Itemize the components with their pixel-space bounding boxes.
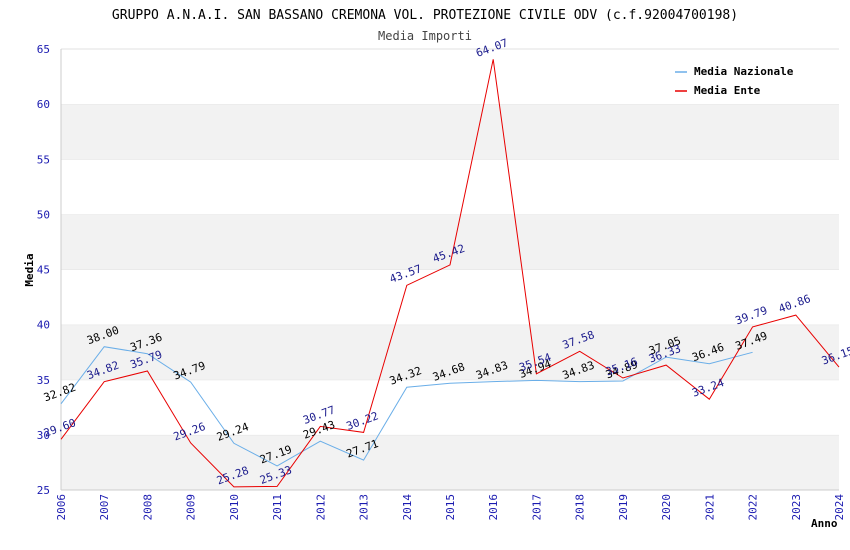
x-tick-label: 2023: [790, 494, 803, 521]
grid-band: [61, 214, 839, 270]
x-tick-label: 2010: [228, 494, 241, 521]
x-tick-label: 2020: [660, 494, 673, 521]
y-tick-label: 45: [37, 264, 50, 277]
x-axis-label: Anno: [811, 517, 838, 530]
x-tick-label: 2017: [530, 494, 543, 521]
chart-subtitle: Media Importi: [378, 29, 472, 43]
x-tick-label: 2012: [314, 494, 327, 521]
x-tick-label: 2013: [358, 494, 371, 521]
x-tick-label: 2015: [444, 494, 457, 521]
grid-band: [61, 104, 839, 160]
x-tick-label: 2024: [833, 494, 846, 521]
x-tick-label: 2009: [185, 494, 198, 521]
y-tick-label: 30: [37, 429, 50, 442]
grid-band: [61, 379, 839, 435]
legend-box: [670, 59, 810, 101]
y-tick-label: 50: [37, 208, 50, 221]
y-axis-label: Media: [23, 253, 36, 286]
x-tick-label: 2008: [141, 494, 154, 521]
legend: Media Nazionale Media Ente: [670, 59, 810, 101]
grid-band: [61, 159, 839, 215]
series-line-media-ente: [60, 59, 840, 488]
x-axis-ticks: 2006 2007 2008 2009 2010 2011 2012 2013 2014 2015…: [55, 494, 846, 521]
y-tick-label: 40: [37, 319, 50, 332]
x-tick-label: 2014: [401, 494, 414, 521]
x-tick-label: 2007: [98, 494, 111, 521]
x-tick-label: 2018: [574, 494, 587, 521]
grid-band: [61, 434, 839, 490]
grid-bands: [60, 48, 839, 491]
y-tick-label: 55: [37, 153, 50, 166]
series-lines: [60, 59, 840, 488]
series-line-media-nazionale: [60, 346, 753, 467]
y-tick-label: 35: [37, 374, 50, 387]
x-tick-label: 2011: [271, 494, 284, 521]
legend-label-media-ente: Media Ente: [694, 84, 761, 97]
x-tick-label: 2019: [617, 494, 630, 521]
y-axis-ticks: 25 30 35 40 45 50 55 60 65: [37, 43, 50, 497]
x-tick-label: 2006: [55, 494, 68, 521]
grid-band: [61, 269, 839, 325]
grid-band: [61, 324, 839, 380]
y-tick-label: 65: [37, 43, 50, 56]
x-tick-label: 2021: [703, 494, 716, 521]
y-tick-label: 25: [37, 484, 50, 497]
legend-label-media-nazionale: Media Nazionale: [694, 65, 794, 78]
y-tick-label: 60: [37, 98, 50, 111]
x-tick-label: 2016: [487, 494, 500, 521]
chart-title: GRUPPO A.N.A.I. SAN BASSANO CREMONA VOL.…: [112, 8, 738, 23]
x-tick-label: 2022: [747, 494, 760, 521]
